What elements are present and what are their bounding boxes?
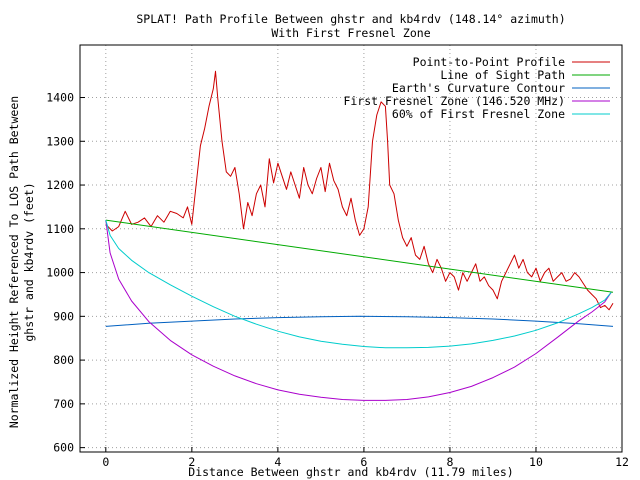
series-layer [105,70,614,401]
y-axis-label-line-1: Normalized Height Referenced To LOS Path… [7,96,21,428]
legend-label-first-fresnel-zone-146-520-mhz: First Fresnel Zone (146.520 MHz) [343,94,565,108]
y-tick-label-4: 1000 [46,266,74,280]
series-line-point-to-point-profile [105,70,614,311]
y-tick-label-8: 1400 [46,91,74,105]
series-line-first-fresnel-zone-146-520-mhz [105,220,612,401]
y-tick-label-1: 700 [53,397,74,411]
y-tick-label-0: 600 [53,441,74,455]
y-tick-label-7: 1300 [46,134,74,148]
y-tick-label-3: 900 [53,309,74,323]
series-line-earth-s-curvature-contour [105,315,614,327]
chart-subtitle: With First Fresnel Zone [271,26,430,40]
y-tick-label-5: 1100 [46,222,74,236]
y-axis-label-line-2: ghstr and kb4rdv (feet) [22,182,36,341]
tick-layer: 0 2 4 6 8 10 12 600 700 800 900 1000 1100 1200 1300 140… [46,91,629,469]
legend-label-line-of-sight-path: Line of Sight Path [440,68,565,82]
x-tick-label-2: 4 [274,455,281,469]
x-tick-label-6: 12 [615,455,629,469]
y-tick-label-6: 1200 [46,178,74,192]
x-tick-label-4: 8 [446,455,453,469]
chart-title: SPLAT! Path Profile Between ghstr and kb… [136,12,565,26]
x-axis-label: Distance Between ghstr and kb4rdv (11.79… [188,465,513,479]
legend-label-earth-s-curvature-contour: Earth's Curvature Contour [392,81,565,95]
x-tick-label-5: 10 [529,455,543,469]
x-tick-label-1: 2 [188,455,195,469]
x-tick-label-0: 0 [102,455,109,469]
x-tick-label-3: 6 [360,455,367,469]
series-line-line-of-sight-path [105,219,614,293]
series-line-60-of-first-fresnel-zone [105,219,612,349]
legend-label-60-of-first-fresnel-zone: 60% of First Fresnel Zone [392,107,565,121]
y-tick-label-2: 800 [53,353,74,367]
plot-frame [79,44,623,453]
legend-label-point-to-point-profile: Point-to-Point Profile [413,55,565,69]
